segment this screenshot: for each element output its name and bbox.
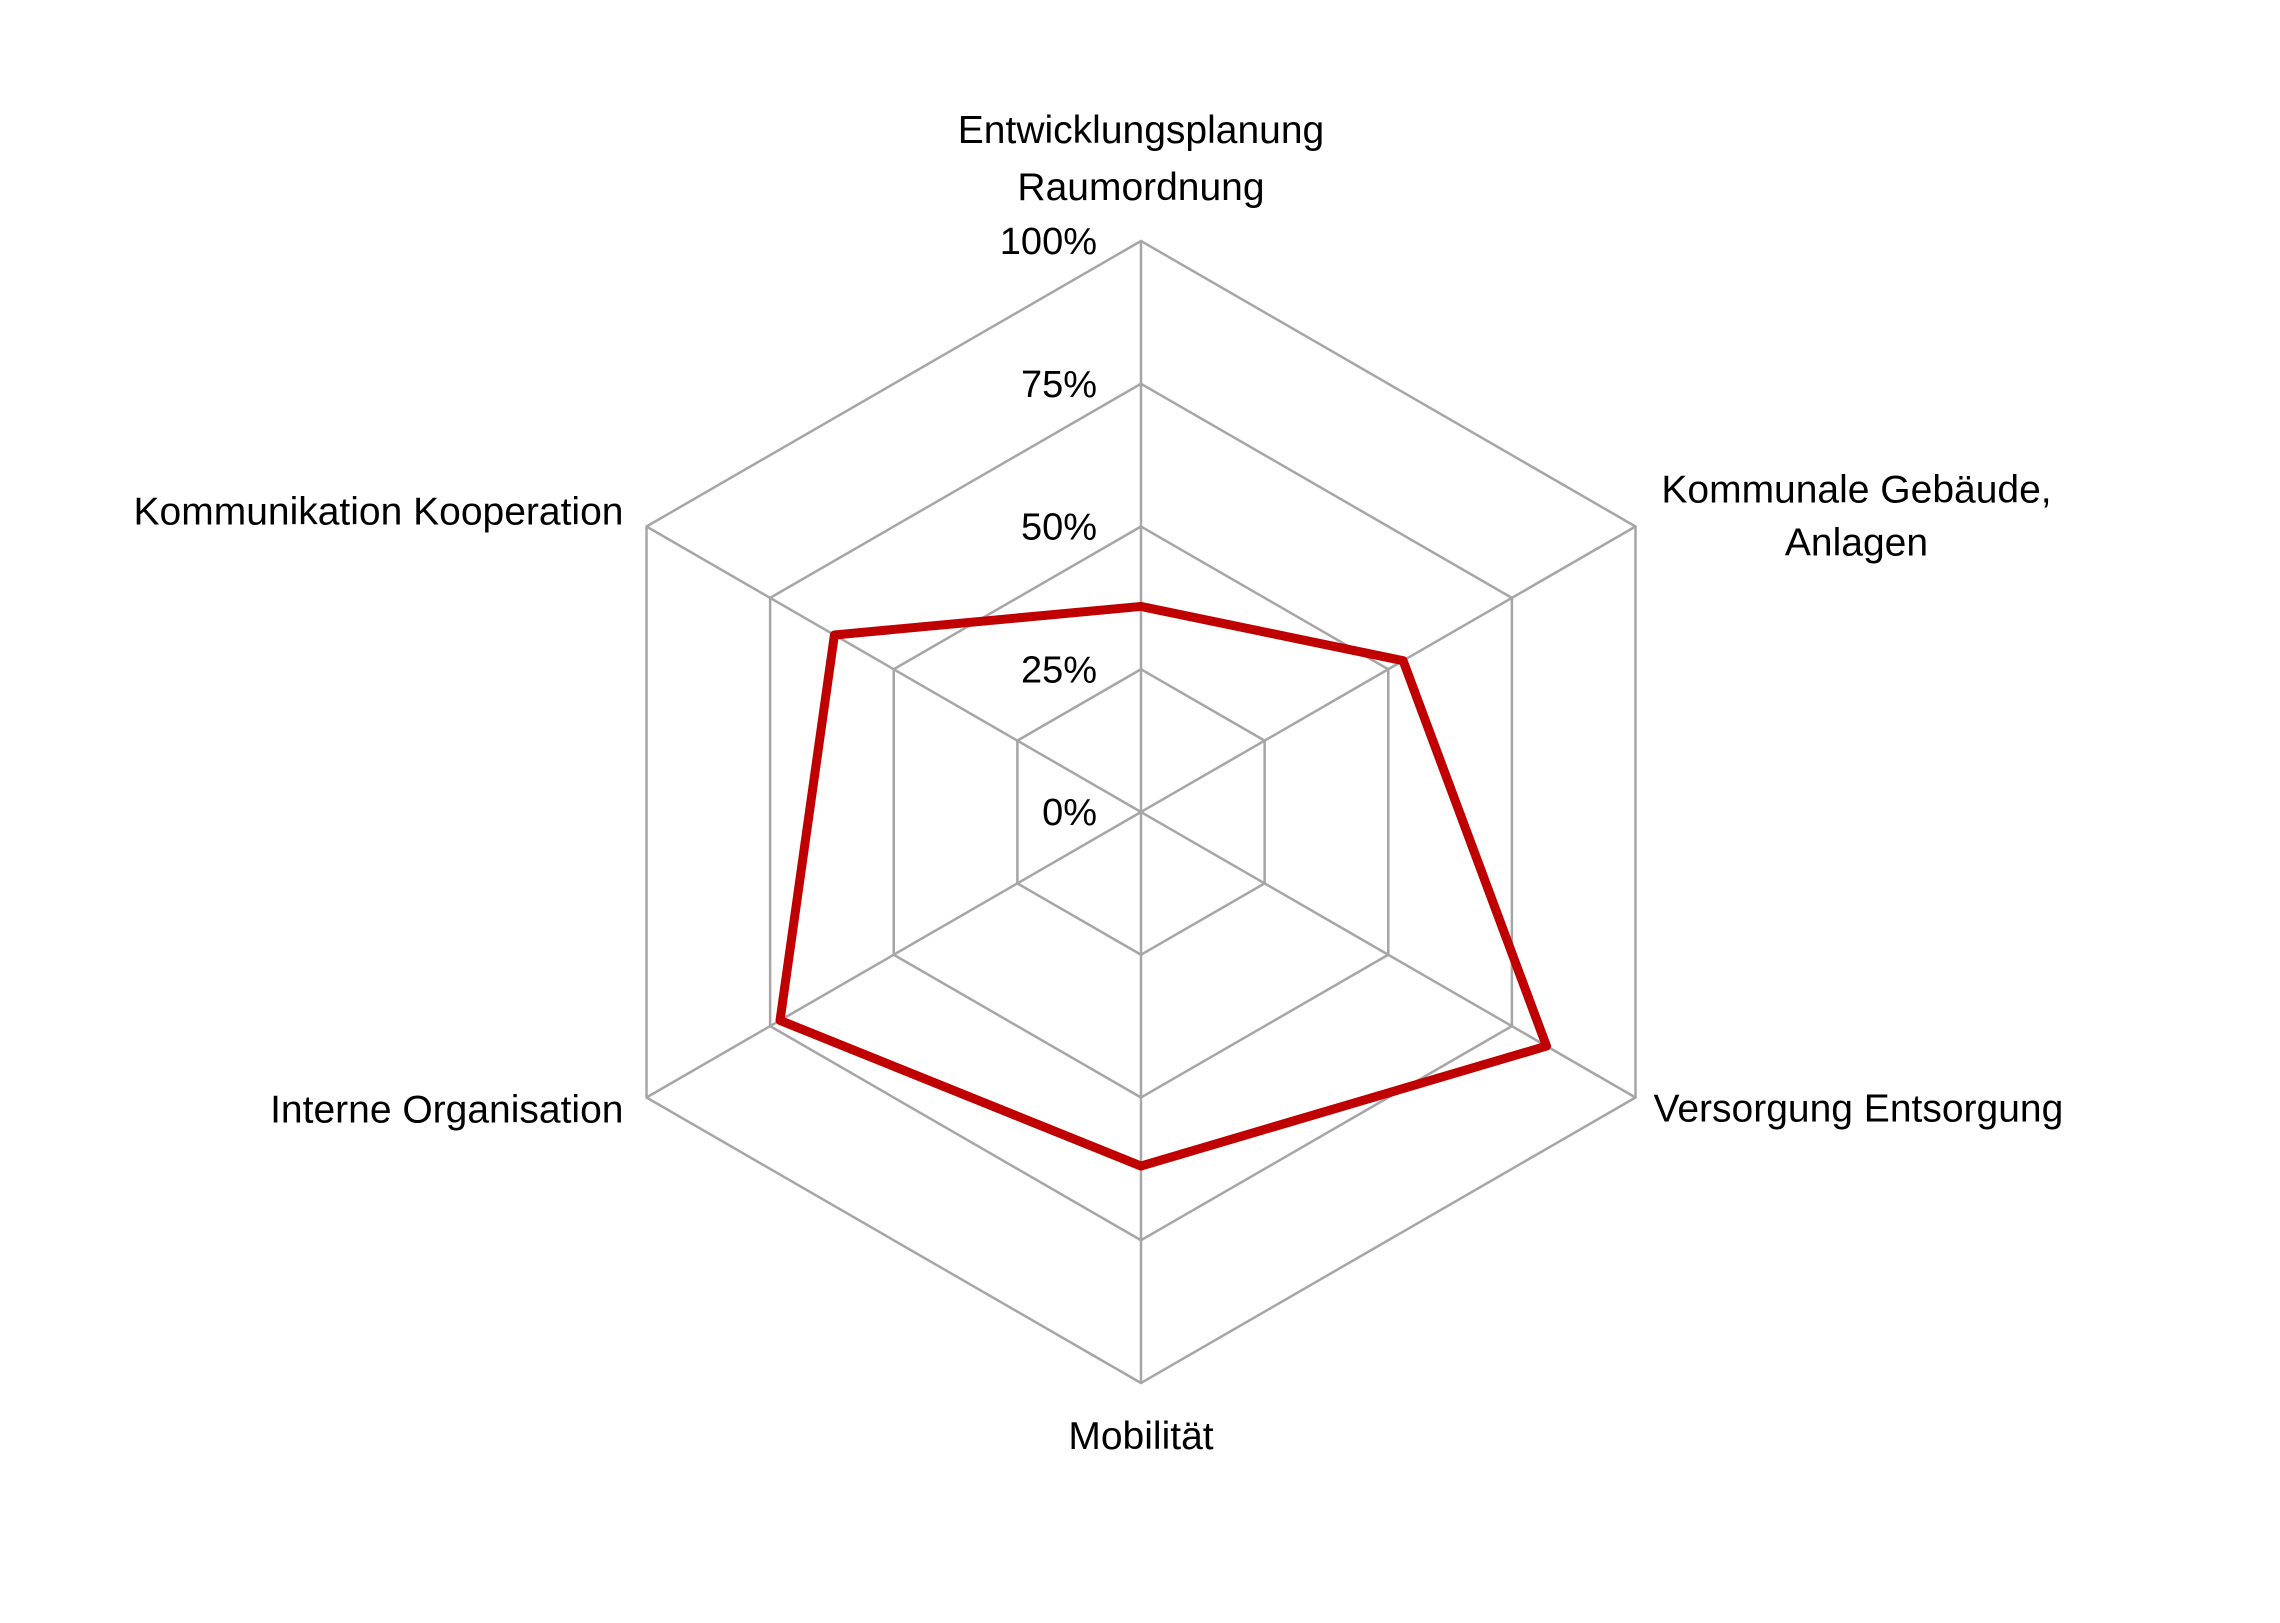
- axis-spoke-1: [1140, 525, 1637, 814]
- tick-label-0: 0%: [1042, 792, 1097, 834]
- tick-label-25: 25%: [1021, 649, 1097, 691]
- data-series: [775, 601, 1551, 1171]
- axis-label-1: Kommunale Gebäude, Anlagen: [1661, 469, 2051, 565]
- series-polygon: [775, 601, 1551, 1171]
- tick-label-75: 75%: [1021, 364, 1097, 406]
- axis-spoke-4: [645, 810, 1142, 1099]
- axis-label-5: Kommunikation Kooperation: [134, 491, 624, 534]
- tick-label-50: 50%: [1021, 507, 1097, 549]
- axis-spokes: [645, 241, 1637, 1383]
- axis-label-4: Interne Organisation: [270, 1089, 623, 1132]
- axis-label-3: Mobilität: [1068, 1415, 1213, 1458]
- axis-label-2: Versorgung Entsorgung: [1654, 1088, 2064, 1131]
- axis-spoke-2: [1140, 810, 1637, 1099]
- category-labels: Entwicklungsplanung Raumordnung Kommunale …: [134, 109, 2064, 1458]
- tick-label-100: 100%: [1000, 221, 1097, 263]
- axis-spoke-5: [645, 525, 1142, 814]
- tick-labels: 0% 25% 50% 75% 100%: [1000, 221, 1097, 834]
- axis-label-0: Entwicklungsplanung Raumordnung: [958, 109, 1324, 209]
